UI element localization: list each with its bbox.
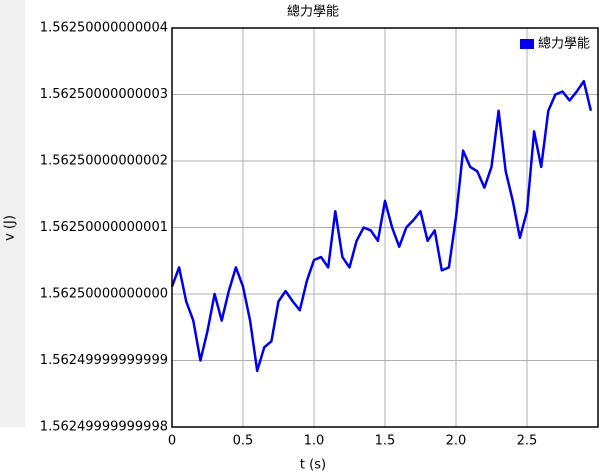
y-tick-label: 1.56250000000000: [40, 287, 168, 302]
y-tick-label: 1.56249999999999: [40, 353, 168, 368]
y-tick-label: 1.56250000000003: [40, 87, 168, 102]
x-axis-label: t (s): [300, 458, 326, 473]
x-tick-label: 1.5: [375, 434, 396, 449]
y-tick-label: 1.56250000000004: [40, 21, 168, 36]
y-tick-label: 1.56250000000001: [40, 220, 168, 235]
x-tick-label: 0: [168, 434, 176, 449]
side-panel: [0, 0, 25, 427]
plot-frame: [171, 27, 599, 428]
x-tick-label: 2.0: [446, 434, 467, 449]
data-line: [170, 79, 593, 373]
x-tick-label: 1.0: [304, 434, 325, 449]
y-axis-label: v (J): [3, 215, 18, 241]
x-tick-label: 2.5: [517, 434, 538, 449]
x-tick-label: 0.5: [233, 434, 254, 449]
legend-swatch: [520, 39, 534, 49]
y-tick-label: 1.56250000000002: [40, 154, 168, 169]
y-tick-label: 1.56249999999998: [40, 420, 168, 435]
legend-label: 總力學能: [538, 36, 590, 52]
chart-title: 總力學能: [287, 4, 339, 20]
